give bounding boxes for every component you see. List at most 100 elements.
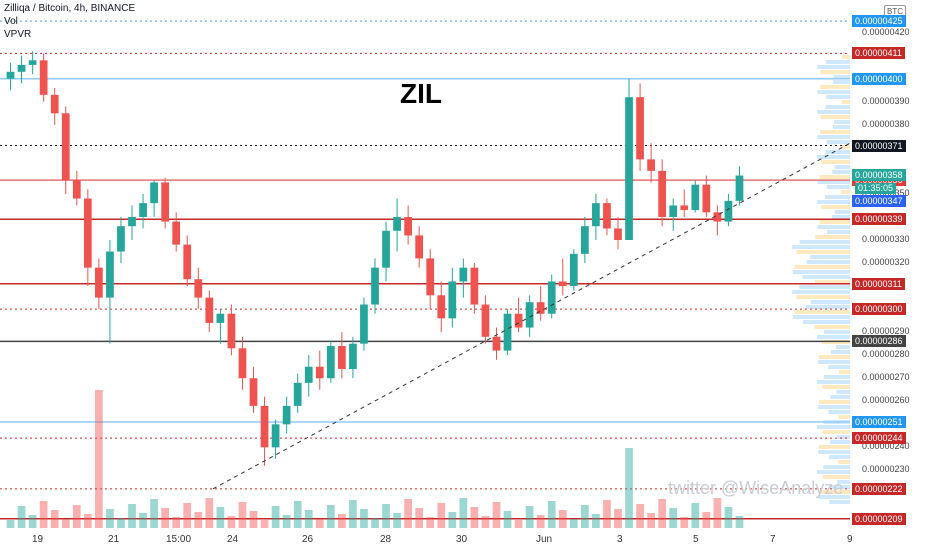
volume-bar bbox=[83, 514, 92, 528]
volume-bar bbox=[61, 519, 70, 528]
volume-profile-bar bbox=[821, 205, 850, 209]
volume-bar bbox=[415, 508, 424, 528]
price-level-tag: 0.00000358 bbox=[852, 169, 906, 182]
candle-body bbox=[117, 226, 125, 252]
volume-profile-bar bbox=[819, 175, 850, 179]
candle-body bbox=[349, 343, 357, 370]
volume-profile-bar bbox=[819, 355, 850, 359]
price-tick-label: 0.00000390 bbox=[862, 95, 910, 106]
volume-profile-bar bbox=[818, 400, 850, 404]
volume-profile-bar bbox=[825, 150, 850, 154]
volume-bar bbox=[95, 390, 103, 528]
volume-bar bbox=[227, 516, 236, 528]
volume-profile-bar bbox=[818, 490, 850, 494]
volume-bar bbox=[580, 505, 589, 528]
volume-bar bbox=[260, 520, 269, 528]
candle-body bbox=[547, 281, 556, 314]
time-tick-label: Jun bbox=[536, 534, 553, 545]
candle-body bbox=[39, 60, 48, 95]
volume-bar bbox=[724, 507, 733, 528]
volume-profile-bar bbox=[794, 310, 850, 314]
price-level-tag: 0.00000371 bbox=[852, 139, 906, 152]
candle-body bbox=[713, 212, 722, 222]
vpvr-indicator-label[interactable]: VPVR bbox=[4, 29, 32, 40]
volume-profile-bar bbox=[802, 275, 850, 279]
price-level-tag: 0.00000400 bbox=[852, 72, 906, 85]
volume-profile-bar bbox=[820, 115, 850, 119]
candle-body bbox=[371, 267, 379, 305]
volume-bar bbox=[426, 517, 435, 528]
candle-body bbox=[238, 348, 247, 379]
volume-profile-bar bbox=[792, 290, 850, 294]
volume-profile-bar bbox=[832, 170, 850, 174]
price-tick-label: 0.00000380 bbox=[862, 118, 910, 129]
price-tick-label: 0.00000420 bbox=[862, 26, 910, 37]
volume-profile-bar bbox=[839, 370, 850, 374]
volume-profile-bar bbox=[817, 155, 850, 159]
volume-profile-bar bbox=[817, 110, 850, 114]
volume-bar bbox=[326, 505, 335, 528]
volume-profile-bar bbox=[834, 165, 850, 169]
volume-bar bbox=[669, 508, 678, 528]
volume-profile-bar bbox=[837, 480, 850, 484]
time-tick-label: 28 bbox=[380, 534, 392, 545]
chart-annotation-title: ZIL bbox=[400, 78, 442, 109]
price-tick-label: 0.00000230 bbox=[862, 464, 910, 475]
candle-body bbox=[161, 182, 170, 222]
volume-bar bbox=[625, 448, 633, 528]
volume-profile-bar bbox=[818, 360, 850, 364]
volume-profile-bar bbox=[815, 235, 850, 239]
volume-bar bbox=[470, 507, 479, 528]
price-level-tag: 0.00000347 bbox=[852, 194, 906, 207]
volume-bar bbox=[194, 512, 203, 528]
volume-bar bbox=[691, 503, 700, 528]
volume-profile-bar bbox=[806, 305, 850, 309]
candle-body bbox=[326, 345, 335, 379]
volume-profile-bar bbox=[830, 350, 850, 354]
volume-bar bbox=[536, 515, 545, 528]
candle-body bbox=[437, 295, 446, 319]
candle-body bbox=[415, 235, 424, 259]
volume-profile-bar bbox=[828, 410, 850, 414]
volume-bar bbox=[183, 503, 192, 528]
volume-bar bbox=[514, 520, 523, 528]
candle-body bbox=[271, 424, 280, 448]
volume-profile-bar bbox=[830, 395, 850, 399]
volume-profile-bar bbox=[814, 280, 850, 284]
volume-bar bbox=[603, 500, 611, 528]
volume-profile-bar bbox=[833, 80, 850, 84]
candle-body bbox=[83, 198, 92, 268]
candle-body bbox=[580, 226, 589, 254]
volume-profile-bar bbox=[810, 300, 850, 304]
volume-profile-bar bbox=[832, 215, 850, 219]
volume-profile-bar bbox=[840, 190, 850, 194]
volume-profile-bar bbox=[817, 470, 850, 474]
volume-bar bbox=[238, 502, 247, 528]
volume-bar bbox=[492, 502, 501, 528]
volume-bar bbox=[558, 510, 567, 528]
volume-bar bbox=[50, 510, 59, 528]
volume-bar bbox=[39, 501, 48, 528]
candle-body bbox=[724, 200, 733, 222]
volume-bar bbox=[503, 511, 512, 528]
volume-profile-bar bbox=[792, 245, 850, 249]
candle-body bbox=[260, 405, 269, 448]
candle-body bbox=[702, 184, 711, 213]
candle-body bbox=[525, 302, 534, 328]
volume-profile-bar bbox=[825, 60, 850, 64]
volume-profile-bar bbox=[842, 55, 850, 59]
volume-bar bbox=[658, 499, 667, 528]
volume-profile-bar bbox=[814, 325, 850, 329]
volume-bar bbox=[680, 517, 689, 528]
time-tick-label: 7 bbox=[770, 534, 776, 545]
volume-profile-bar bbox=[834, 210, 850, 214]
volume-bar bbox=[647, 513, 655, 528]
candle-body bbox=[669, 205, 678, 217]
candle-body bbox=[139, 203, 147, 217]
volume-profile-bar bbox=[820, 130, 850, 134]
volume-indicator-label[interactable]: Vol bbox=[4, 16, 18, 27]
volume-bar bbox=[614, 509, 622, 528]
volume-bar bbox=[293, 501, 302, 528]
volume-bar bbox=[150, 499, 158, 528]
